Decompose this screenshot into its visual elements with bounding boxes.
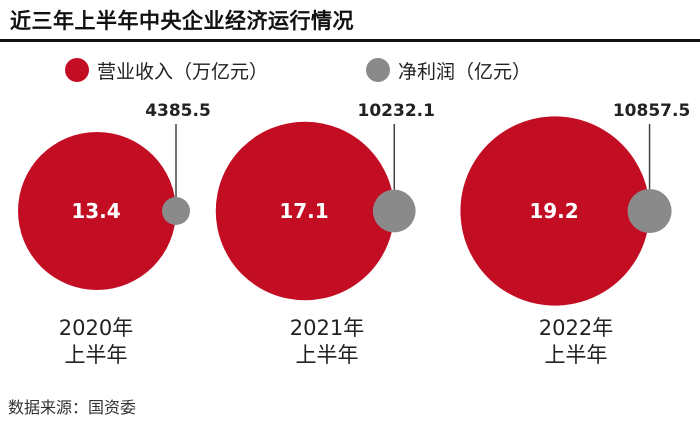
revenue-bubble-2 [215, 121, 395, 301]
legend-item-revenue: 营业收入（万亿元） [65, 55, 268, 85]
profit-bubble-3 [627, 188, 672, 234]
revenue-value-label-1: 13.4 [71, 199, 120, 223]
category-label-period-1: 上半年 [65, 343, 128, 367]
revenue-bubble-1 [18, 132, 176, 290]
revenue-value-label-3: 19.2 [529, 199, 578, 223]
category-label-period-2: 上半年 [296, 343, 359, 367]
category-label-year-2: 2021年 [290, 316, 364, 340]
profit-value-label-3: 10857.5 [613, 101, 690, 121]
profit-bubble-2 [372, 189, 416, 233]
legend: 营业收入（万亿元） 净利润（亿元） [0, 55, 700, 85]
legend-item-profit: 净利润（亿元） [366, 55, 531, 85]
legend-swatch-revenue [65, 58, 89, 82]
category-label-year-3: 2022年 [539, 316, 613, 340]
title-bar: 近三年上半年中央企业经济运行情况 [0, 0, 700, 42]
category-label-period-3: 上半年 [545, 343, 608, 367]
legend-label-profit: 净利润（亿元） [398, 60, 532, 83]
legend-swatch-profit [366, 58, 390, 82]
legend-label-revenue: 营业收入（万亿元） [97, 60, 269, 83]
profit-value-label-1: 4385.5 [145, 101, 211, 121]
profit-bubble-1 [162, 197, 190, 225]
profit-value-label-2: 10232.1 [358, 101, 435, 121]
category-label-year-1: 2020年 [59, 316, 133, 340]
source-note: 数据来源：国资委 [8, 398, 137, 417]
revenue-value-label-2: 17.1 [279, 199, 328, 223]
revenue-bubble-3 [460, 116, 650, 306]
page-title: 近三年上半年中央企业经济运行情况 [10, 9, 354, 33]
